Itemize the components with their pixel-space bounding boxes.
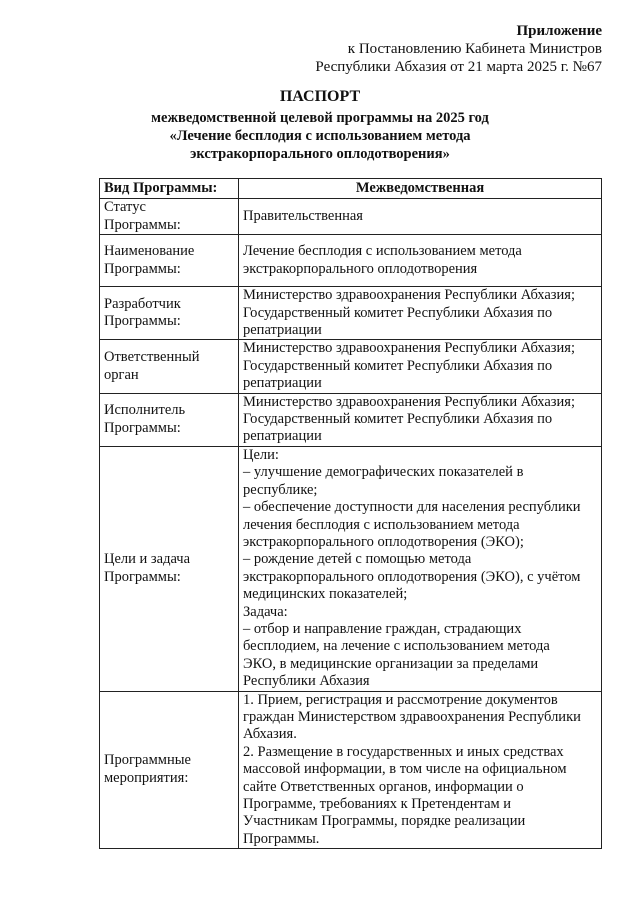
table-row: Разработчик Программы: Министерство здра… [99, 286, 602, 341]
table-row: Наименование Программы: Лечение бесплоди… [99, 234, 602, 288]
table-row: Ответственный орган Министерство здравоо… [99, 339, 602, 394]
row-value: Правительственная [238, 198, 602, 236]
document-title: ПАСПОРТ [279, 88, 361, 105]
row-label: Ответственный орган [99, 339, 239, 394]
row-value: Цели: – улучшение демографических показа… [238, 445, 602, 692]
row-label: Цели и задача Программы: [99, 445, 239, 692]
subtitle-line-3: экстракорпорального оплодотворения» [190, 146, 450, 162]
table-row: Исполнитель Программы: Министерство здра… [99, 392, 602, 447]
row-value: Лечение бесплодия с использованием метод… [238, 234, 602, 288]
appendix-header: Приложение к Постановлению Кабинета Мини… [315, 22, 602, 76]
row-value: Министерство здравоохранения Республики … [238, 392, 602, 447]
table-header-row: Вид Программы: Межведомственная [99, 177, 602, 200]
row-label: Исполнитель Программы: [99, 392, 239, 447]
row-label: Наименование Программы: [99, 234, 239, 288]
appendix-label: Приложение [516, 23, 602, 39]
row-value: Министерство здравоохранения Республики … [238, 286, 602, 341]
appendix-line-1: к Постановлению Кабинета Министров [347, 41, 602, 57]
appendix-line-2: Республики Абхазия от 21 марта 2025 г. №… [315, 59, 602, 75]
table-row: Программные мероприятия: 1. Прием, регис… [99, 690, 602, 850]
subtitle-line-1: межведомственной целевой программы на 20… [151, 110, 489, 126]
table-row: Статус Программы: Правительственная [99, 198, 602, 236]
header-value: Межведомственная [238, 177, 602, 200]
row-label: Программные мероприятия: [99, 690, 239, 850]
subtitle-line-2: «Лечение бесплодия с использованием мето… [169, 128, 471, 144]
row-label: Статус Программы: [99, 198, 239, 236]
header-label: Вид Программы: [99, 177, 239, 200]
passport-table: Вид Программы: Межведомственная Статус П… [99, 177, 602, 850]
document-subtitle: межведомственной целевой программы на 20… [0, 109, 640, 163]
row-value: 1. Прием, регистрация и рассмотрение док… [238, 690, 602, 850]
row-value: Министерство здравоохранения Республики … [238, 339, 602, 394]
row-label: Разработчик Программы: [99, 286, 239, 341]
table-row: Цели и задача Программы: Цели: – улучшен… [99, 445, 602, 692]
